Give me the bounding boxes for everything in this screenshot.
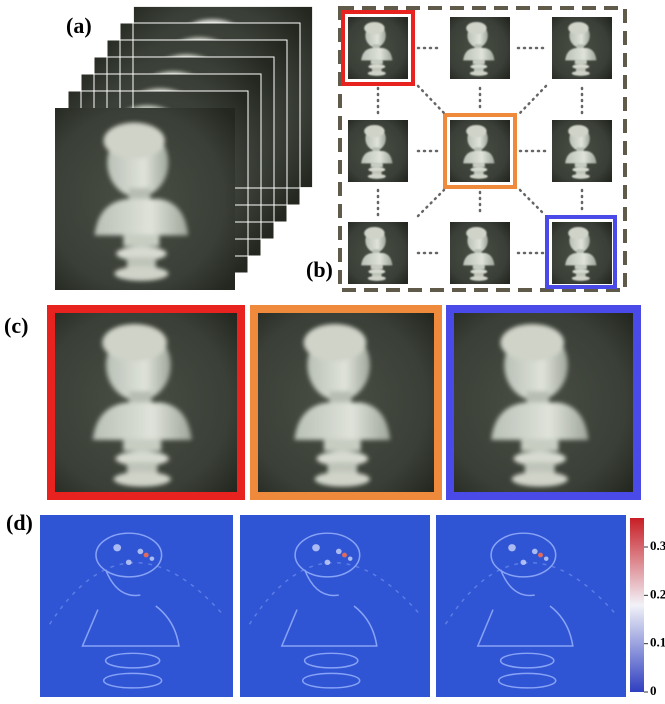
colorbar-tick-label: 0.3 [650,538,665,553]
colorbar-tick-label: 0.2 [650,586,665,601]
colorbar [630,518,644,692]
panel-label: (a) [66,13,92,38]
colorbar-tick-label: 0.1 [650,635,665,650]
panel-label: (b) [306,257,333,282]
figure: (a) (b) (c) (d) 0 0.1 0.2 0.3 [0,0,665,704]
error-maps [40,515,626,697]
panel-label: (c) [4,313,28,338]
panel-label: (d) [6,510,33,535]
front-frame [55,108,235,290]
view-images [51,309,637,496]
colorbar-tick-label: 0 [650,683,657,698]
sub-aperture-grid [348,17,612,284]
